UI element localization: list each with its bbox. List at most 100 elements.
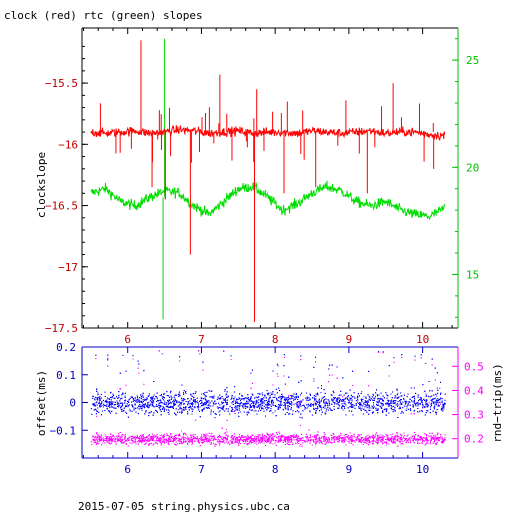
offset-series-point <box>359 403 361 405</box>
offset-series-point <box>276 392 278 394</box>
offset-series-point <box>389 400 391 402</box>
offset-series-point <box>96 389 97 391</box>
offset-series-point <box>204 403 206 405</box>
offset-series-point <box>232 398 234 399</box>
offset-series-point <box>107 359 109 361</box>
offset-series-point <box>412 406 414 408</box>
offset-series-point <box>424 390 426 392</box>
offset-series-point <box>249 403 251 405</box>
offset-series-point <box>218 402 219 404</box>
offset-series-point <box>140 398 142 400</box>
offset-series-point <box>394 401 396 403</box>
offset-series-point <box>99 405 101 407</box>
offset-series-point <box>276 405 278 407</box>
offset-series-point <box>317 401 319 403</box>
offset-series-point <box>380 397 382 399</box>
offset-series-point <box>376 401 378 403</box>
offset-series-point <box>321 399 322 401</box>
offset-series-point <box>121 397 123 399</box>
offset-series-point <box>187 404 189 406</box>
offset-series-point <box>185 408 187 410</box>
offset-series-point <box>377 408 379 410</box>
offset-series-point <box>182 400 184 402</box>
offset-series-point <box>257 405 259 407</box>
offset-series-point <box>290 397 292 399</box>
offset-series-point <box>204 402 206 404</box>
offset-series-point <box>317 406 318 408</box>
offset-series-point <box>415 405 417 407</box>
offset-series-point <box>185 406 187 408</box>
offset-series-point <box>120 402 121 404</box>
offset-series-point <box>421 398 423 400</box>
offset-series-point <box>247 403 249 405</box>
offset-series-point <box>93 403 95 405</box>
offset-series-point <box>267 393 269 395</box>
offset-series-point <box>313 403 315 405</box>
offset-series-point <box>298 407 300 409</box>
offset-series-point <box>298 381 300 383</box>
offset-series-point <box>200 399 202 401</box>
offset-series-point <box>296 406 298 408</box>
offset-series-point <box>375 396 376 398</box>
offset-series-point <box>331 364 333 366</box>
offset-series-point <box>346 392 348 394</box>
offset-series-point <box>287 402 289 404</box>
offset-series-point <box>289 406 291 407</box>
offset-series-point <box>413 401 415 403</box>
offset-series-point <box>253 410 255 412</box>
offset-series-point <box>167 402 169 404</box>
offset-series-point <box>433 403 435 404</box>
offset-series-point <box>139 397 141 399</box>
offset-series-point <box>132 404 133 406</box>
offset-series-point <box>117 397 119 399</box>
offset-series-point <box>400 392 402 394</box>
offset-series-point <box>94 404 96 406</box>
offset-series-point <box>160 414 162 416</box>
offset-series-point <box>142 392 144 394</box>
offset-series-point <box>137 401 139 403</box>
bottom-y-tick-label: 0.1 <box>56 369 76 382</box>
offset-series-point <box>124 402 126 404</box>
offset-series-point <box>212 396 214 397</box>
offset-series-point <box>280 405 282 406</box>
top-x-tick-label: 9 <box>346 333 353 346</box>
offset-series-point <box>159 402 161 404</box>
offset-series-point <box>304 407 306 409</box>
offset-series-point <box>107 354 109 356</box>
offset-series-point <box>323 389 325 391</box>
offset-series-point <box>364 400 366 402</box>
offset-series-point <box>365 401 367 403</box>
offset-series-point <box>218 398 220 400</box>
offset-series-point <box>315 412 317 414</box>
offset-series-point <box>198 409 200 411</box>
offset-series-point <box>217 396 219 398</box>
offset-series-point <box>281 393 283 395</box>
offset-series-point <box>174 412 175 414</box>
offset-series-point <box>281 395 283 397</box>
offset-series-point <box>96 410 98 412</box>
offset-series-point <box>310 403 312 404</box>
offset-series-point <box>194 407 196 409</box>
offset-series-point <box>201 393 203 395</box>
offset-series-point <box>206 407 208 409</box>
offset-series-point <box>133 407 135 409</box>
offset-series-point <box>377 410 379 411</box>
offset-series-point <box>164 408 166 410</box>
offset-series-point <box>315 395 317 397</box>
offset-series-point <box>281 404 283 406</box>
offset-series-point <box>227 408 229 410</box>
offset-series-point <box>299 416 301 418</box>
offset-series-point <box>280 400 282 402</box>
offset-series-point <box>240 398 242 400</box>
offset-series-point <box>372 407 374 408</box>
offset-series-point <box>109 411 110 413</box>
offset-series-point <box>361 401 363 403</box>
offset-series-point <box>95 413 97 415</box>
offset-series-point <box>248 412 250 414</box>
offset-series-point <box>333 408 335 410</box>
offset-series-point <box>153 406 155 408</box>
offset-series-point <box>397 417 399 418</box>
offset-series-point <box>429 408 431 410</box>
offset-series-point <box>258 396 260 398</box>
offset-series-point <box>123 410 125 412</box>
